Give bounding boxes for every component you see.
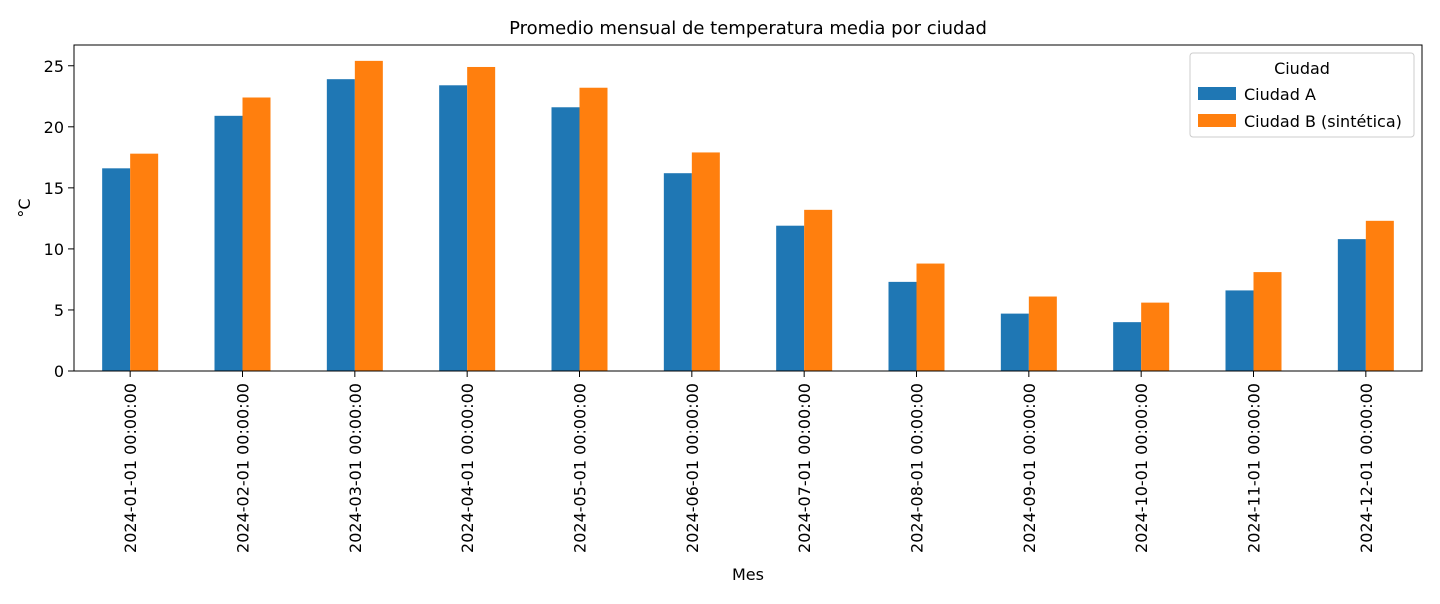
bar-series-b-5 bbox=[579, 87, 608, 372]
bar-series-b-3 bbox=[354, 60, 383, 372]
bar-series-b-9 bbox=[1028, 296, 1057, 371]
bar-series-a-7 bbox=[776, 225, 805, 371]
bar-series-b-8 bbox=[916, 263, 945, 371]
bar-series-b-4 bbox=[467, 66, 496, 371]
legend-swatch bbox=[1198, 87, 1236, 100]
bar-series-b-12 bbox=[1365, 220, 1394, 371]
x-tick-label: 2024-04-01 00:00:00 bbox=[458, 383, 477, 553]
bar-series-a-12 bbox=[1337, 239, 1366, 371]
legend: Ciudad Ciudad A Ciudad B (sintética) bbox=[1189, 52, 1415, 138]
bar-series-a-1 bbox=[102, 168, 131, 371]
legend-label: Ciudad A bbox=[1244, 85, 1316, 104]
x-tick-label: 2024-07-01 00:00:00 bbox=[795, 383, 814, 553]
bars-layer bbox=[102, 60, 1394, 372]
plot-frame bbox=[73, 44, 1423, 372]
bar-series-a-3 bbox=[326, 79, 355, 372]
chart-title: Promedio mensual de temperatura media po… bbox=[509, 18, 987, 39]
x-tick-label: 2024-02-01 00:00:00 bbox=[234, 383, 253, 553]
bar-series-b-7 bbox=[804, 209, 833, 371]
x-tick-label: 2024-01-01 00:00:00 bbox=[121, 383, 140, 553]
bar-series-b-11 bbox=[1253, 272, 1282, 371]
bar-series-b-1 bbox=[130, 153, 159, 371]
legend-swatch bbox=[1198, 114, 1236, 127]
legend-title: Ciudad bbox=[1274, 59, 1330, 78]
legend-label: Ciudad B (sintética) bbox=[1244, 112, 1402, 131]
y-tick-label: 10 bbox=[44, 240, 64, 259]
y-tick-label: 15 bbox=[44, 179, 64, 198]
x-tick-label: 2024-03-01 00:00:00 bbox=[346, 383, 365, 553]
y-axis-label: °C bbox=[15, 198, 34, 217]
bar-series-b-6 bbox=[691, 152, 720, 371]
legend-box bbox=[1189, 52, 1415, 138]
y-tick-label: 25 bbox=[44, 57, 64, 76]
bar-series-a-11 bbox=[1225, 290, 1254, 371]
x-tick-label: 2024-08-01 00:00:00 bbox=[908, 383, 927, 553]
y-tick-label: 20 bbox=[44, 118, 64, 137]
bar-series-a-6 bbox=[663, 173, 692, 371]
y-tick-label: 5 bbox=[54, 301, 64, 320]
x-axis-label: Mes bbox=[732, 565, 764, 584]
y-tick-label: 0 bbox=[54, 362, 64, 381]
x-tick-label: 2024-12-01 00:00:00 bbox=[1357, 383, 1376, 553]
bar-series-a-9 bbox=[1000, 313, 1029, 371]
bar-series-a-8 bbox=[888, 281, 917, 371]
x-tick-label: 2024-05-01 00:00:00 bbox=[571, 383, 590, 553]
bar-series-a-5 bbox=[551, 107, 580, 372]
bar-series-a-2 bbox=[214, 115, 243, 371]
bar-series-a-10 bbox=[1113, 322, 1142, 371]
bar-series-b-10 bbox=[1141, 302, 1170, 371]
x-tick-label: 2024-06-01 00:00:00 bbox=[683, 383, 702, 553]
bar-series-a-4 bbox=[439, 85, 468, 371]
x-tick-label: 2024-09-01 00:00:00 bbox=[1020, 383, 1039, 553]
bar-series-b-2 bbox=[242, 97, 271, 372]
axes-layer: 0 5 10 15 20 25 2024-01-01 00:00:00 2024-02-01 … bbox=[44, 44, 1423, 553]
x-tick-label: 2024-11-01 00:00:00 bbox=[1245, 383, 1264, 553]
x-tick-label: 2024-10-01 00:00:00 bbox=[1132, 383, 1151, 553]
